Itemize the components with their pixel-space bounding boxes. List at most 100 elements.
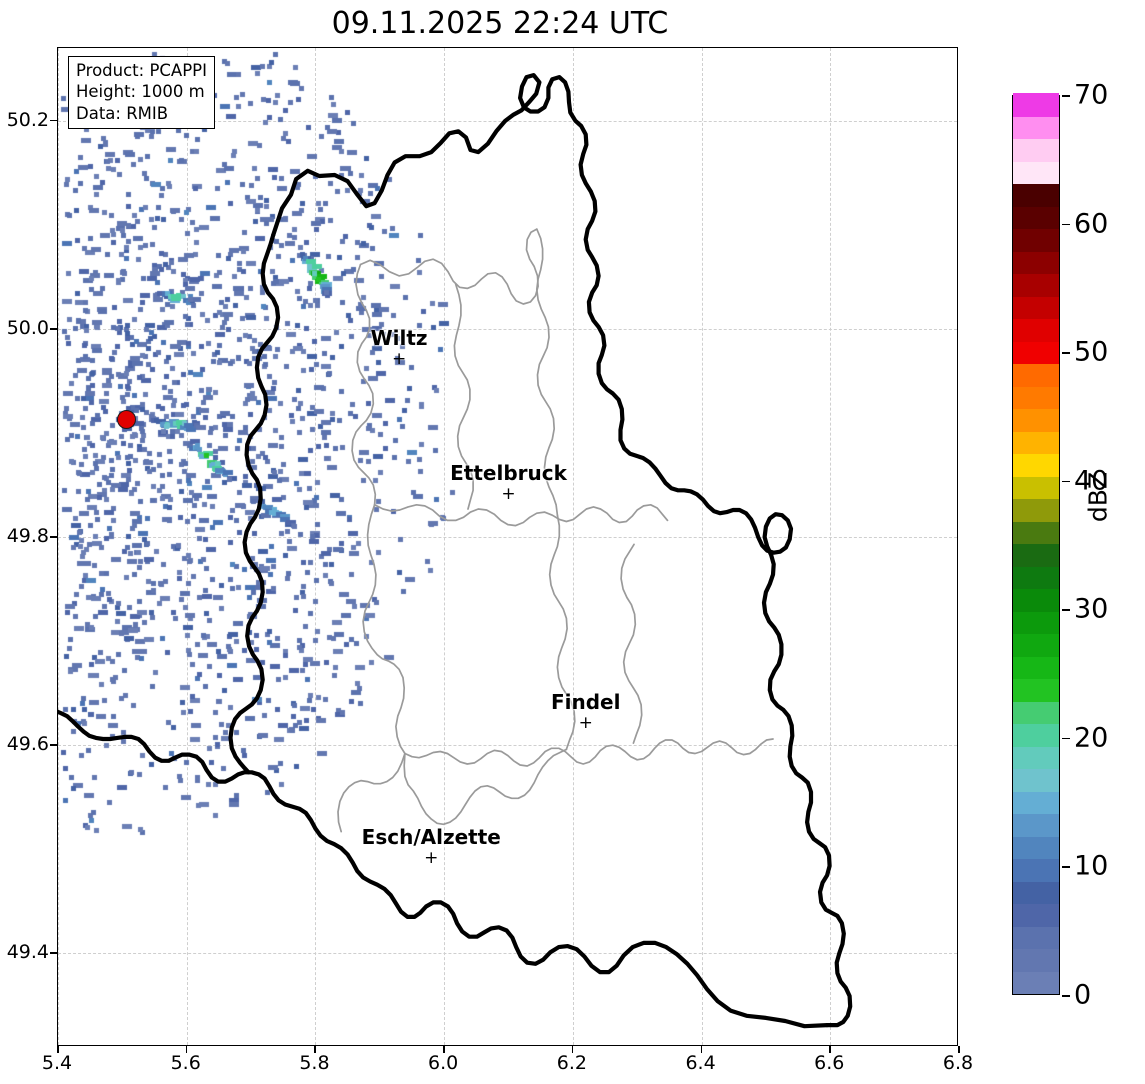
y-axis-tick-label: 50.2 bbox=[6, 108, 49, 131]
x-axis-tick bbox=[958, 1046, 960, 1053]
y-axis-tick-label: 49.6 bbox=[6, 733, 49, 756]
colorbar-band bbox=[1013, 93, 1059, 117]
colorbar-axis-label: dBZ bbox=[1083, 471, 1113, 523]
x-axis-tick-label: 6.4 bbox=[685, 1052, 716, 1074]
y-axis-tick bbox=[50, 952, 57, 954]
info-data: Data: RMIB bbox=[76, 103, 169, 123]
x-axis-tick bbox=[700, 1046, 703, 1053]
city-name: Ettelbruck bbox=[450, 461, 567, 486]
y-axis-tick bbox=[50, 327, 57, 330]
city-label-ettelbruck: Ettelbruck + bbox=[450, 461, 567, 503]
city-label-wiltz: Wiltz + bbox=[370, 325, 428, 369]
colorbar-band bbox=[1013, 925, 1059, 949]
colorbar-band bbox=[1013, 655, 1059, 679]
city-name: Findel bbox=[550, 690, 621, 714]
colorbar-tick-label: 10 bbox=[1074, 850, 1109, 882]
colorbar-band bbox=[1013, 813, 1059, 837]
district-border-segment bbox=[453, 283, 474, 510]
colorbar-tick bbox=[1062, 609, 1070, 611]
x-axis-tick-label: 6.0 bbox=[428, 1052, 459, 1074]
colorbar-band bbox=[1013, 295, 1059, 319]
map-borders-layer bbox=[58, 73, 853, 1029]
info-product: Product: PCAPPI bbox=[76, 61, 207, 80]
colorbar-band bbox=[1013, 948, 1059, 972]
colorbar-band bbox=[1013, 385, 1059, 409]
colorbar-band bbox=[1013, 318, 1059, 342]
colorbar-band bbox=[1013, 250, 1059, 274]
x-axis-tick-label: 6.2 bbox=[556, 1052, 587, 1074]
colorbar-band bbox=[1013, 520, 1059, 544]
colorbar[interactable] bbox=[1012, 93, 1060, 995]
colorbar-band bbox=[1013, 790, 1059, 814]
district-border-segment bbox=[404, 738, 774, 767]
radar-site-marker[interactable] bbox=[117, 409, 137, 429]
colorbar-tick-label: 70 bbox=[1074, 79, 1109, 111]
y-axis-tick-label: 49.4 bbox=[6, 941, 49, 964]
city-name: Esch/Alzette bbox=[361, 825, 501, 850]
city-name: Wiltz bbox=[370, 325, 428, 350]
national-border bbox=[58, 73, 853, 1029]
colorbar-band bbox=[1013, 610, 1059, 634]
colorbar-gradient bbox=[1013, 93, 1059, 994]
colorbar-tick-label: 0 bbox=[1074, 979, 1092, 1011]
y-axis-tick bbox=[50, 744, 57, 746]
x-axis-tick bbox=[571, 1046, 574, 1053]
colorbar-band bbox=[1013, 543, 1059, 567]
colorbar-band bbox=[1013, 138, 1059, 162]
city-cross-marker: + bbox=[578, 713, 593, 733]
colorbar-band bbox=[1013, 678, 1059, 702]
colorbar-band bbox=[1013, 970, 1059, 994]
colorbar-band bbox=[1013, 408, 1059, 432]
x-axis-tick bbox=[185, 1046, 188, 1053]
colorbar-band bbox=[1013, 205, 1059, 229]
info-height: Height: 1000 m bbox=[76, 82, 205, 102]
district-border-segment bbox=[373, 503, 669, 527]
colorbar-tick-label: 20 bbox=[1074, 722, 1109, 754]
colorbar-band bbox=[1013, 588, 1059, 612]
x-axis-tick bbox=[829, 1046, 831, 1053]
colorbar-band bbox=[1013, 160, 1059, 184]
x-axis-tick bbox=[314, 1046, 317, 1053]
colorbar-band bbox=[1013, 453, 1059, 477]
radar-echo-layer bbox=[58, 48, 957, 1045]
district-border-segment bbox=[535, 228, 559, 517]
district-border-segment bbox=[403, 748, 568, 826]
colorbar-band bbox=[1013, 430, 1059, 454]
colorbar-band bbox=[1013, 183, 1059, 207]
colorbar-tick-label: 30 bbox=[1074, 593, 1109, 625]
colorbar-band bbox=[1013, 745, 1059, 769]
radar-plot-area[interactable]: Wiltz + Ettelbruck + Findel + Esch/Alzette + Pr… bbox=[57, 47, 958, 1046]
colorbar-band bbox=[1013, 768, 1059, 792]
colorbar-band bbox=[1013, 633, 1059, 657]
district-border-segment bbox=[548, 514, 576, 751]
national-border-segment bbox=[58, 709, 830, 1029]
national-border-segment bbox=[271, 73, 853, 1028]
district-border-segment bbox=[351, 263, 377, 506]
colorbar-tick-label: 40 bbox=[1074, 465, 1109, 497]
x-axis-tick-label: 6.8 bbox=[942, 1052, 974, 1074]
x-axis-tick-label: 5.8 bbox=[299, 1052, 330, 1074]
y-axis-tick-label: 50.0 bbox=[6, 316, 49, 339]
colorbar-band bbox=[1013, 903, 1059, 927]
colorbar-band bbox=[1013, 273, 1059, 297]
x-axis-tick-label: 5.4 bbox=[41, 1052, 73, 1074]
colorbar-band bbox=[1013, 228, 1059, 252]
y-axis-tick bbox=[50, 536, 57, 538]
colorbar-band bbox=[1013, 340, 1059, 364]
colorbar-band bbox=[1013, 498, 1059, 522]
colorbar-tick bbox=[1062, 223, 1070, 226]
district-border-segment bbox=[620, 543, 643, 744]
colorbar-band bbox=[1013, 565, 1059, 589]
colorbar-tick-label: 50 bbox=[1074, 336, 1109, 368]
y-axis-tick bbox=[50, 119, 57, 122]
x-axis-tick bbox=[443, 1046, 445, 1053]
colorbar-tick bbox=[1062, 480, 1070, 483]
city-cross-marker: + bbox=[391, 348, 407, 369]
colorbar-band bbox=[1013, 880, 1059, 904]
district-border-segment bbox=[362, 503, 406, 755]
colorbar-band bbox=[1013, 115, 1059, 139]
x-axis-tick bbox=[57, 1046, 59, 1053]
colorbar-band bbox=[1013, 700, 1059, 724]
colorbar-band bbox=[1013, 835, 1059, 859]
